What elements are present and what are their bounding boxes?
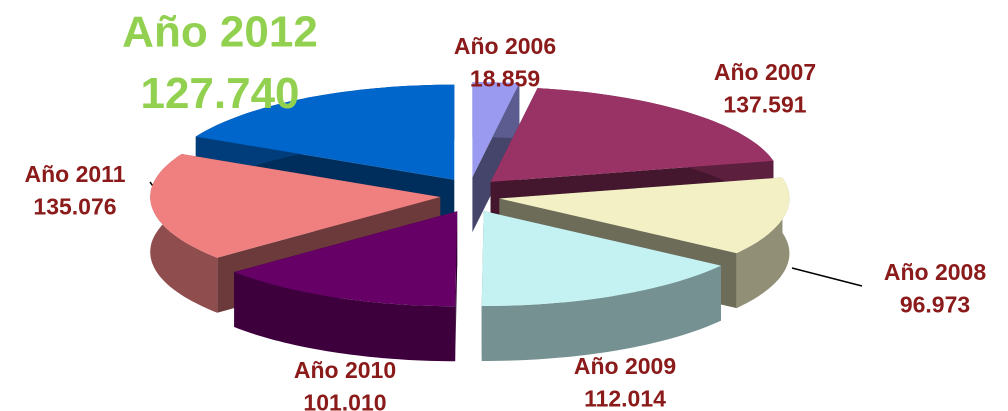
slice-label: Año 2006 [454, 33, 556, 59]
leader-line [791, 267, 863, 287]
slice-side [481, 265, 721, 361]
slice-label: Año 2012 [122, 8, 318, 57]
slice-label: Año 2011 [25, 161, 126, 187]
slice-side [234, 272, 456, 362]
slice-value-label: 101.010 [303, 389, 386, 411]
pie-slice [481, 211, 721, 361]
slice-label: Año 2007 [714, 59, 816, 85]
slice-top [234, 211, 458, 307]
slice-value-label: 135.076 [33, 193, 116, 219]
slice-side [736, 177, 790, 309]
slice-top [499, 177, 790, 254]
slice-value-label: 127.740 [140, 69, 299, 118]
slice-top [490, 88, 774, 182]
slice-top [195, 84, 455, 180]
pie-slice [472, 82, 520, 233]
slice-value-label: 96.973 [900, 291, 970, 317]
slice-label: Año 2008 [884, 259, 986, 285]
slice-top [481, 211, 721, 306]
slice-label: Año 2009 [574, 353, 676, 379]
slice-top [472, 82, 520, 178]
slice-label: Año 2010 [294, 357, 396, 383]
slice-value-label: 137.591 [723, 91, 806, 117]
slice-top [150, 154, 441, 258]
slice-value-label: 18.859 [470, 65, 540, 91]
pie-slice [234, 211, 458, 362]
slice-value-label: 112.014 [584, 385, 666, 411]
